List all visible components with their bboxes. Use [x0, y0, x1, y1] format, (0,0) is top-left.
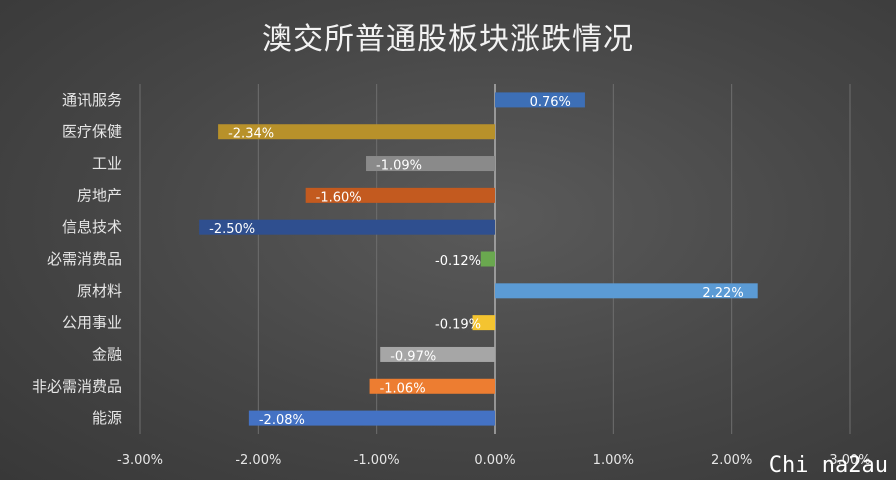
data-label: 2.22%: [702, 286, 743, 301]
data-label: -1.60%: [316, 190, 362, 205]
bar: [366, 156, 495, 172]
bar: [480, 251, 495, 267]
data-label: -2.34%: [228, 127, 274, 142]
bar: [199, 219, 495, 235]
x-tick-label: 1.00%: [593, 453, 634, 468]
category-label: 公用事业: [62, 314, 122, 332]
data-label: -2.50%: [209, 222, 255, 237]
bar: [218, 124, 495, 140]
data-label: 0.76%: [530, 95, 571, 110]
x-tick-label: 3.00%: [829, 453, 870, 468]
bar: [495, 92, 585, 108]
bar: [495, 283, 758, 299]
data-label: -0.19%: [435, 318, 481, 333]
data-label: -1.06%: [380, 381, 426, 396]
x-tick-label: -3.00%: [117, 453, 163, 468]
category-label: 信息技术: [62, 218, 122, 236]
bar: [248, 410, 495, 426]
bar: [305, 187, 495, 203]
category-label: 金融: [92, 345, 122, 363]
category-label: 通讯服务: [62, 91, 122, 109]
category-label: 非必需消费品: [32, 377, 122, 395]
x-tick-label: 2.00%: [711, 453, 752, 468]
data-label: -2.08%: [259, 413, 305, 428]
x-tick-label: -1.00%: [354, 453, 400, 468]
category-label: 原材料: [77, 282, 122, 300]
bar: [472, 315, 495, 331]
x-tick-label: -2.00%: [235, 453, 281, 468]
bar: [380, 346, 495, 362]
category-label: 房地产: [77, 186, 122, 204]
watermark: Chi na2au: [768, 453, 888, 478]
data-label: -0.12%: [435, 254, 481, 269]
x-tick-label: 0.00%: [474, 453, 515, 468]
bar: [369, 378, 495, 394]
category-label: 能源: [92, 409, 122, 427]
data-label: -0.97%: [390, 349, 436, 364]
category-label: 工业: [92, 155, 122, 173]
data-label: -1.09%: [376, 159, 422, 174]
category-label: 医疗保健: [62, 123, 122, 141]
bars: [199, 92, 758, 426]
labels: -3.00% -2.00% -1.00% 0.00% 1.00% 2.00% 3.00% 通讯…: [32, 91, 871, 468]
category-label: 必需消费品: [47, 250, 122, 268]
chart-title: 澳交所普通股板块涨跌情况: [262, 22, 634, 57]
